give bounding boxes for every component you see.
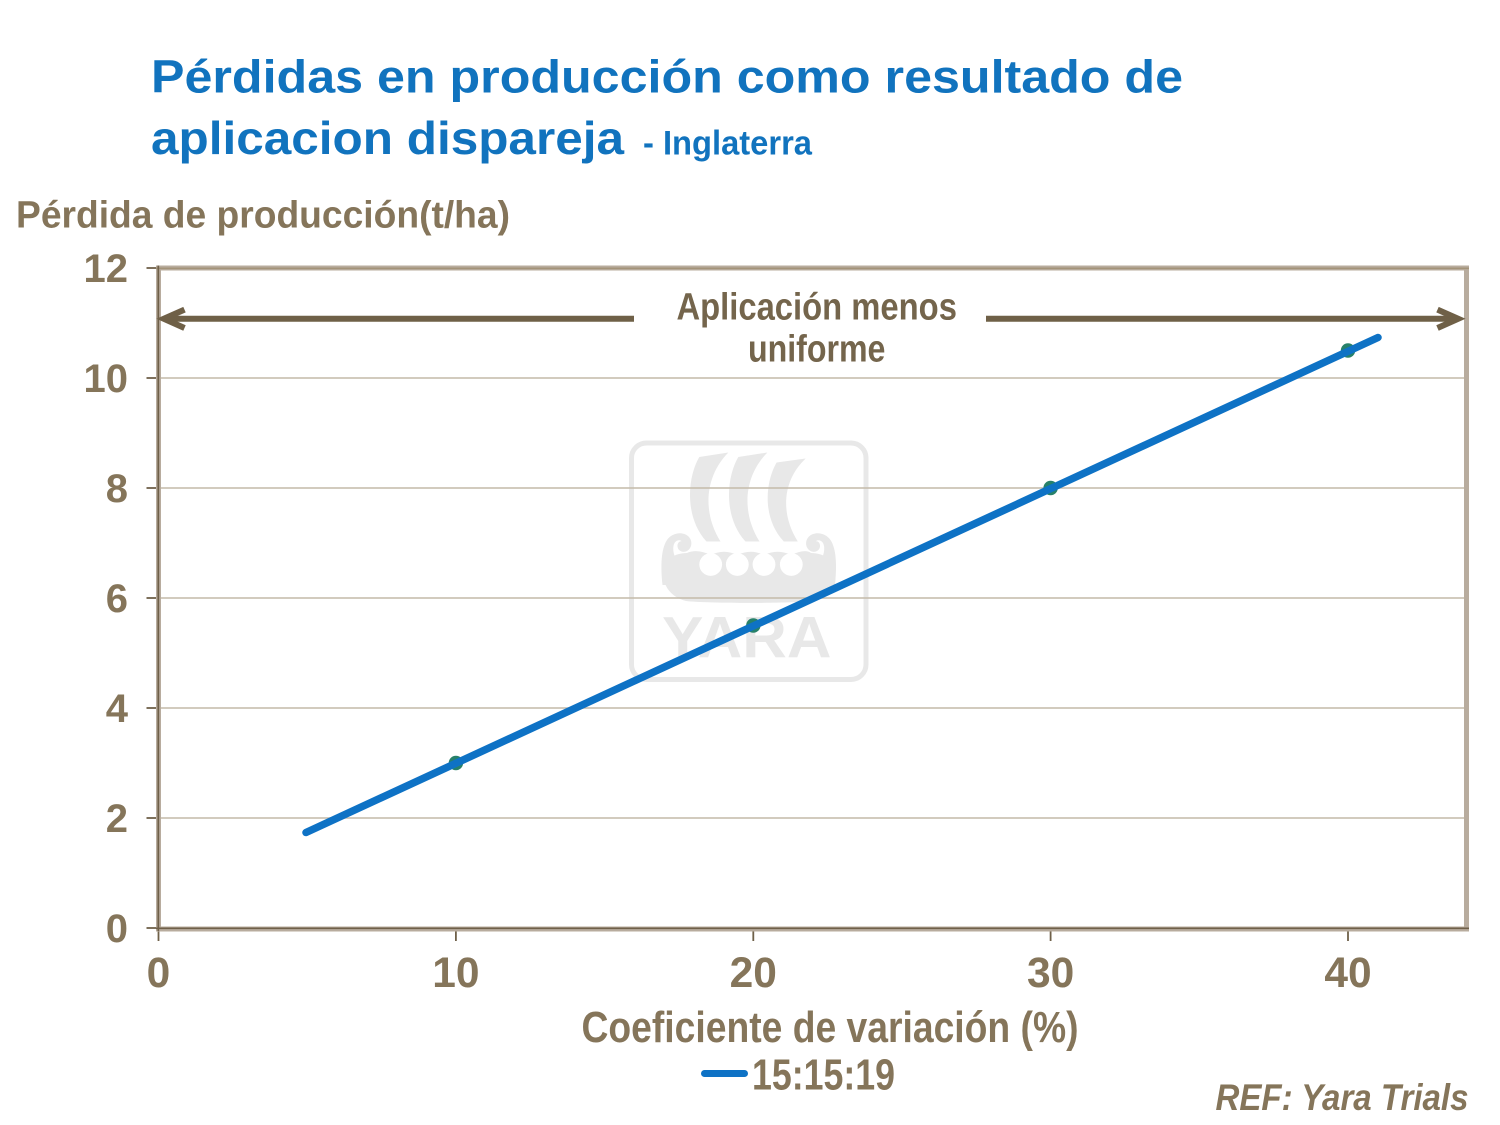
svg-text:10: 10 (432, 950, 479, 997)
svg-text:15:15:19: 15:15:19 (752, 1051, 895, 1100)
svg-text:- Inglaterra: - Inglaterra (643, 124, 813, 162)
svg-text:uniforme: uniforme (748, 329, 886, 371)
svg-text:Pérdidas en producción como re: Pérdidas en producción como resultado de (151, 50, 1183, 102)
svg-text:aplicacion dispareja: aplicacion dispareja (151, 112, 624, 164)
svg-text:REF: Yara Trials: REF: Yara Trials (1216, 1077, 1469, 1118)
svg-text:Pérdida de producción(t/ha): Pérdida de producción(t/ha) (16, 194, 510, 236)
svg-text:40: 40 (1324, 950, 1371, 997)
svg-text:2: 2 (106, 797, 128, 841)
svg-text:12: 12 (84, 247, 129, 291)
svg-text:4: 4 (106, 687, 129, 731)
svg-text:Aplicación menos: Aplicación menos (676, 287, 957, 329)
svg-text:0: 0 (106, 907, 128, 951)
svg-text:Coeficiente de variación (%): Coeficiente de variación (%) (582, 1003, 1079, 1052)
svg-text:20: 20 (730, 950, 777, 997)
svg-text:10: 10 (84, 357, 129, 401)
svg-text:0: 0 (147, 950, 171, 997)
svg-text:YARA: YARA (662, 606, 831, 671)
svg-text:30: 30 (1027, 950, 1074, 997)
svg-text:6: 6 (106, 577, 128, 621)
svg-text:8: 8 (106, 467, 128, 511)
